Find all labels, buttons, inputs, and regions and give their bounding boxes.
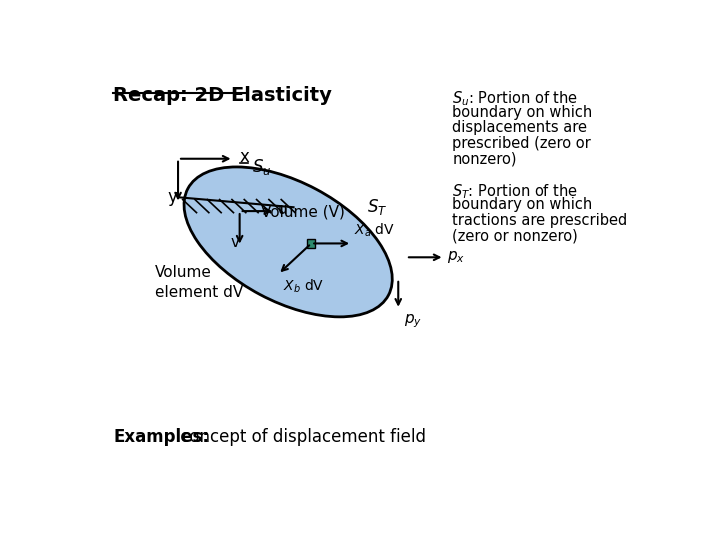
Text: $X_a$ dV: $X_a$ dV <box>354 221 395 239</box>
Text: u: u <box>278 202 288 217</box>
Text: $S_T$: $S_T$ <box>367 197 388 217</box>
Text: y: y <box>167 188 177 206</box>
Text: nonzero): nonzero) <box>452 151 517 166</box>
Text: Examples:: Examples: <box>113 428 210 446</box>
Text: prescribed (zero or: prescribed (zero or <box>452 136 591 151</box>
Text: $p_x$: $p_x$ <box>447 249 465 265</box>
Text: boundary on which: boundary on which <box>452 105 593 120</box>
Text: $S_T$: Portion of the: $S_T$: Portion of the <box>452 182 578 200</box>
Text: $p_y$: $p_y$ <box>404 313 422 330</box>
Text: Volume
element dV: Volume element dV <box>155 265 243 300</box>
Text: Recap: 2D Elasticity: Recap: 2D Elasticity <box>113 86 332 105</box>
Text: v: v <box>230 234 240 249</box>
Bar <box>307 239 315 248</box>
Text: boundary on which: boundary on which <box>452 197 593 212</box>
Text: tractions are prescribed: tractions are prescribed <box>452 213 627 228</box>
Text: x: x <box>240 148 250 166</box>
Text: displacements are: displacements are <box>452 120 588 135</box>
Ellipse shape <box>184 167 392 317</box>
Text: Volume (V): Volume (V) <box>261 205 345 220</box>
Text: $S_u$: $S_u$ <box>252 157 271 177</box>
Text: $X_b$ dV: $X_b$ dV <box>283 278 324 295</box>
Text: concept of displacement field: concept of displacement field <box>175 428 426 446</box>
Text: (zero or nonzero): (zero or nonzero) <box>452 228 578 243</box>
Text: $S_u$: Portion of the: $S_u$: Portion of the <box>452 90 578 108</box>
